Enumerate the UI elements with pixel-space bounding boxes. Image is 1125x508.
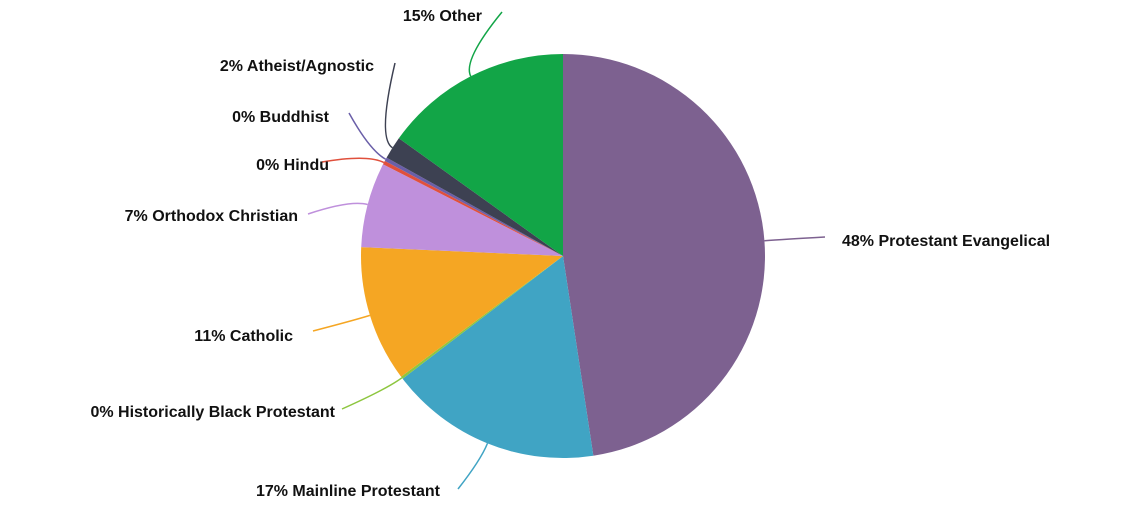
leader-line [384,62,396,149]
slice-label: 2% Atheist/Agnostic [220,58,374,75]
slice-label: 48% Protestant Evangelical [842,233,1050,250]
leader-line [457,443,489,490]
leader-line [321,157,385,164]
pie-slice [384,157,563,256]
pie-slice [398,54,563,256]
leader-line [341,377,403,410]
slice-label: 15% Other [403,8,482,25]
slice-label: 11% Catholic [194,328,293,345]
leader-line [764,236,826,242]
leader-line [307,202,368,215]
leader-line [312,314,371,332]
slice-label: 17% Mainline Protestant [256,483,441,500]
pie-slice [386,138,563,256]
slice-label: 0% Hindu [256,157,329,174]
slice-label: 7% Orthodox Christian [125,208,298,225]
pie-slice [361,164,563,256]
pie-slice [401,256,563,379]
pie-slice [361,247,563,377]
pie-slice [563,54,765,456]
slice-label: 0% Buddhist [232,109,330,126]
pie-slice [402,256,594,458]
pie-slice [383,160,563,256]
leader-line [468,11,503,77]
slice-label: 0% Historically Black Protestant [90,404,335,421]
leader-line [348,112,387,160]
